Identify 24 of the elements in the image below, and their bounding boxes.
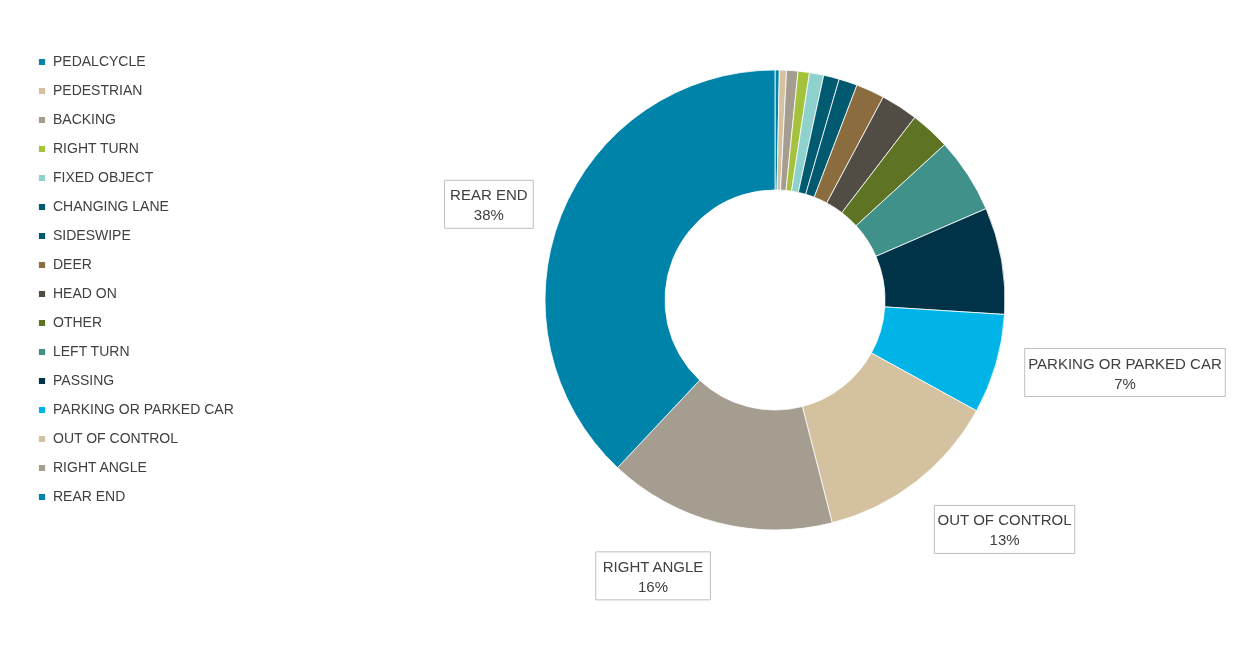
slice-label: REAR END (450, 186, 528, 204)
legend-label: LEFT TURN (53, 343, 130, 359)
data-label: 13% (989, 531, 1020, 549)
data-label: 16% (638, 577, 669, 595)
legend-label: RIGHT TURN (53, 140, 139, 156)
slice-label: RIGHT ANGLE (602, 557, 704, 575)
legend-label: PASSING (53, 372, 115, 388)
slice-label: PARKING OR PARKED CAR (1028, 354, 1222, 372)
legend-label: PEDALCYCLE (53, 53, 146, 69)
legend-label: HEAD ON (53, 285, 117, 301)
data-label: 38% (473, 206, 504, 224)
legend-label: FIXED OBJECT (53, 169, 154, 185)
slice-label: OUT OF CONTROL (937, 511, 1072, 529)
legend-label: OTHER (53, 314, 102, 330)
legend-label: RIGHT ANGLE (53, 459, 147, 475)
legend-label: PARKING OR PARKED CAR (53, 401, 234, 417)
data-label: 7% (1114, 374, 1136, 392)
legend-label: CHANGING LANE (53, 198, 169, 214)
legend-label: REAR END (53, 488, 126, 504)
legend-label: OUT OF CONTROL (53, 430, 179, 446)
legend-label: BACKING (53, 111, 117, 127)
legend-label: DEER (53, 256, 92, 272)
legend-label: PEDESTRIAN (53, 82, 143, 98)
legend-label: SIDESWIPE (53, 227, 131, 243)
